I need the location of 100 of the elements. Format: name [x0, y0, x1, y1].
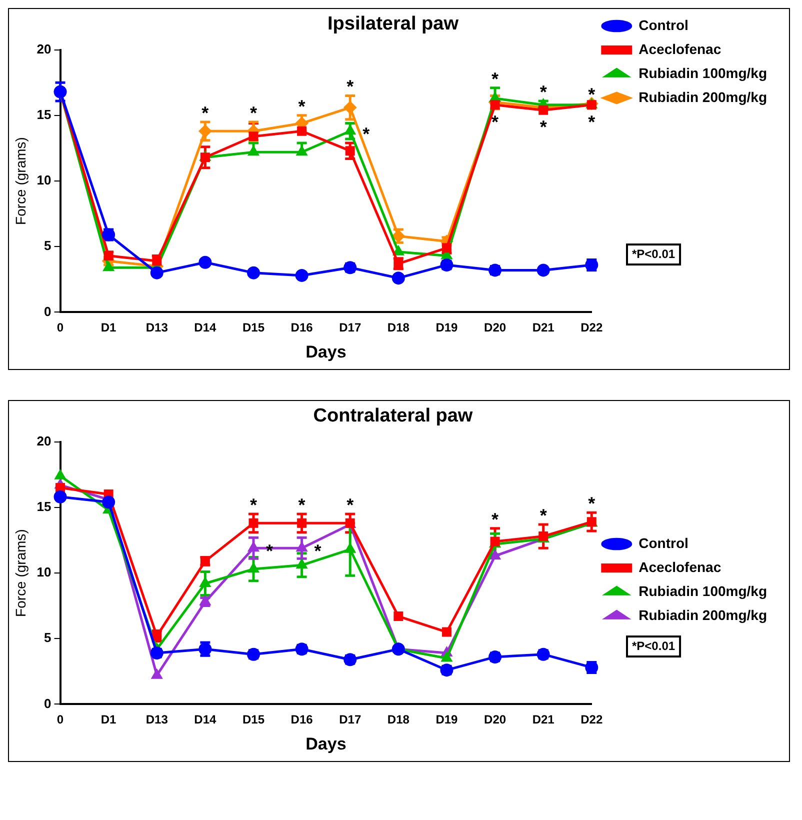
annotation: *	[314, 541, 322, 562]
y-tick-label: 10	[36, 564, 52, 580]
legend-label: Rubiadin 100mg/kg	[638, 64, 767, 81]
annotation: *	[298, 96, 306, 116]
point	[200, 152, 210, 162]
point	[198, 256, 212, 269]
y-tick-label: 20	[36, 433, 52, 448]
chart-title: Ipsilateral paw	[328, 14, 459, 35]
y-tick-label: 0	[44, 696, 52, 711]
point	[295, 268, 308, 282]
annotation: *	[492, 68, 499, 89]
point	[248, 562, 260, 573]
annotation: *	[492, 509, 499, 530]
chart-title: Contralateral paw	[313, 406, 473, 427]
point	[296, 542, 308, 552]
annotation: *	[346, 494, 354, 515]
annotation: *	[588, 494, 596, 514]
x-tick-label: D16	[290, 320, 314, 335]
annotation: *	[250, 494, 257, 515]
annotation: *	[492, 112, 499, 132]
x-tick-label: D1	[100, 320, 117, 335]
text: *P<0.01	[632, 246, 676, 261]
x-tick-label: D1	[100, 712, 117, 727]
y-tick-label: 15	[36, 498, 52, 514]
point	[297, 126, 307, 136]
point	[394, 612, 404, 622]
point	[102, 261, 114, 272]
y-tick-label: 5	[44, 238, 52, 254]
x-tick-label: 0	[56, 320, 64, 335]
y-tick-label: 15	[36, 106, 52, 122]
point	[150, 266, 164, 280]
point	[297, 518, 307, 528]
x-tick-label: D17	[339, 712, 362, 727]
point	[296, 558, 308, 569]
x-tick-label: 0	[56, 712, 64, 727]
x-axis-title: Days	[306, 342, 346, 362]
point	[246, 266, 260, 280]
annotation: *	[202, 102, 209, 123]
y-tick-label: 20	[36, 41, 52, 56]
point	[248, 132, 258, 142]
annotation: *	[250, 102, 257, 123]
x-tick-label: D22	[580, 712, 603, 727]
annotation: *	[362, 124, 370, 144]
point	[151, 668, 163, 679]
point	[344, 124, 356, 135]
x-tick-label: D13	[146, 320, 168, 335]
x-tick-label: D15	[242, 320, 265, 335]
point	[198, 124, 212, 138]
annotation: *	[540, 117, 547, 138]
point	[102, 496, 116, 509]
annotation: *	[298, 494, 306, 515]
x-tick-label: D18	[387, 320, 410, 335]
annotation: *	[540, 82, 547, 102]
x-tick-label: D15	[242, 712, 265, 727]
x-tick-label: D14	[194, 712, 217, 727]
point	[344, 542, 356, 553]
y-tick-label: 10	[36, 172, 52, 188]
annotation: *	[346, 76, 354, 97]
legend-label: Aceclofenac	[638, 40, 722, 57]
x-tick-label: D16	[290, 712, 314, 727]
legend-label: Control	[638, 16, 688, 33]
annotation: *	[540, 505, 547, 526]
x-tick-label: D13	[146, 712, 168, 727]
point	[392, 272, 405, 285]
point	[296, 146, 308, 156]
y-tick-label: 5	[44, 630, 52, 646]
legend-label: Aceclofenac	[638, 558, 722, 575]
x-tick-label: D21	[532, 320, 555, 335]
point	[248, 518, 258, 528]
point	[392, 642, 405, 656]
x-tick-label: D14	[194, 320, 217, 335]
y-axis-title: Force (grams)	[12, 137, 28, 225]
y-tick-label: 0	[44, 304, 52, 319]
point	[538, 105, 548, 115]
y-axis-title: Force (grams)	[12, 529, 28, 617]
point	[489, 549, 501, 560]
x-tick-label: D18	[387, 712, 410, 727]
x-tick-label: D17	[339, 320, 362, 335]
point	[536, 264, 550, 277]
point	[490, 100, 500, 110]
point	[442, 627, 452, 637]
x-tick-label: D22	[580, 320, 603, 335]
point	[199, 576, 211, 587]
point	[54, 490, 67, 504]
point	[248, 146, 260, 156]
legend-label: Rubiadin 200mg/kg	[638, 88, 767, 105]
legend-label: Rubiadin 100mg/kg	[638, 582, 767, 599]
annotation: *	[588, 112, 596, 132]
x-tick-label: D21	[532, 712, 555, 727]
point	[248, 542, 260, 552]
x-tick-label: D20	[484, 712, 506, 727]
annotation: *	[588, 84, 596, 105]
point	[344, 101, 357, 114]
x-tick-label: D19	[436, 320, 458, 335]
point	[441, 652, 452, 662]
x-tick-label: D19	[436, 712, 458, 727]
legend-label: Control	[638, 534, 688, 551]
x-axis-title: Days	[306, 734, 346, 754]
x-tick-label: D20	[484, 320, 506, 335]
legend-label: Rubiadin 200mg/kg	[638, 606, 767, 623]
